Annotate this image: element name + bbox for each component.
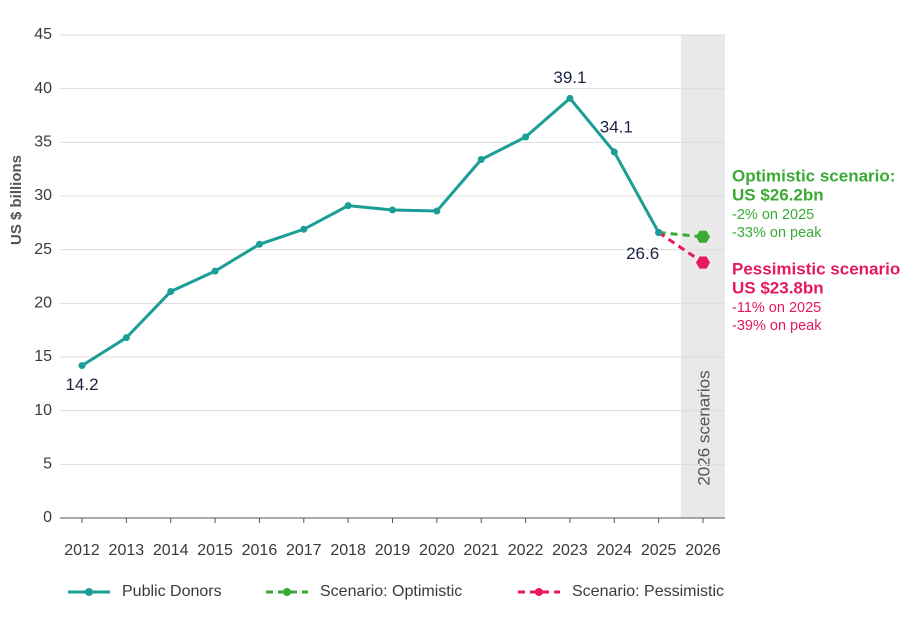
y-tick-label: 10 bbox=[34, 402, 52, 419]
y-tick-label: 40 bbox=[34, 80, 52, 97]
scenario-band bbox=[680, 35, 725, 518]
data-label: 34.1 bbox=[600, 117, 633, 136]
x-tick-label: 2012 bbox=[64, 542, 100, 559]
scenario-marker bbox=[696, 230, 710, 243]
x-tick-label: 2013 bbox=[109, 542, 145, 559]
legend-marker bbox=[283, 588, 291, 596]
x-tick-label: 2014 bbox=[153, 542, 189, 559]
annotation-title: US $26.2bn bbox=[732, 185, 824, 204]
point bbox=[122, 334, 130, 342]
legend-marker bbox=[85, 588, 93, 596]
y-tick-label: 20 bbox=[34, 295, 52, 312]
x-tick-label: 2026 bbox=[685, 542, 721, 559]
point bbox=[566, 94, 574, 102]
annotation-title: Pessimistic scenario: bbox=[732, 259, 900, 278]
x-tick-label: 2015 bbox=[197, 542, 233, 559]
legend-marker bbox=[535, 588, 543, 596]
point bbox=[433, 207, 441, 215]
y-tick-label: 25 bbox=[34, 241, 52, 258]
y-tick-label: 30 bbox=[34, 187, 52, 204]
data-label: 26.6 bbox=[626, 244, 659, 263]
legend-label: Scenario: Pessimistic bbox=[572, 583, 724, 600]
x-tick-label: 2018 bbox=[330, 542, 366, 559]
point bbox=[167, 288, 175, 296]
point bbox=[655, 228, 663, 236]
point bbox=[344, 202, 352, 210]
x-tick-label: 2020 bbox=[419, 542, 455, 559]
region-label: 2026 scenarios bbox=[694, 370, 713, 485]
point bbox=[78, 362, 86, 370]
y-tick-label: 35 bbox=[34, 134, 52, 151]
annotation-text: -39% on peak bbox=[732, 318, 822, 334]
point bbox=[477, 156, 485, 164]
data-label: 14.2 bbox=[65, 375, 98, 394]
y-axis-title: US $ billions bbox=[8, 155, 25, 245]
annotation-title: US $23.8bn bbox=[732, 278, 824, 297]
x-tick-label: 2022 bbox=[508, 542, 544, 559]
y-tick-label: 0 bbox=[43, 509, 52, 526]
x-tick-label: 2019 bbox=[375, 542, 411, 559]
x-tick-label: 2025 bbox=[641, 542, 677, 559]
x-tick-label: 2024 bbox=[596, 542, 632, 559]
series-line bbox=[657, 231, 704, 264]
legend-label: Public Donors bbox=[122, 583, 222, 600]
y-tick-label: 15 bbox=[34, 348, 52, 365]
annotation-text: -11% on 2025 bbox=[732, 300, 821, 316]
point bbox=[255, 240, 263, 248]
annotation-text: -33% on peak bbox=[732, 225, 822, 241]
x-tick-label: 2021 bbox=[463, 542, 499, 559]
x-tick-label: 2023 bbox=[552, 542, 588, 559]
point bbox=[211, 267, 219, 275]
legend-label: Scenario: Optimistic bbox=[320, 583, 462, 600]
data-label: 39.1 bbox=[553, 68, 586, 87]
y-tick-label: 5 bbox=[43, 456, 52, 473]
point bbox=[610, 148, 618, 156]
point bbox=[389, 206, 396, 214]
x-tick-label: 2017 bbox=[286, 542, 322, 559]
series-line bbox=[81, 96, 660, 367]
annotation-title: Optimistic scenario: bbox=[732, 166, 895, 185]
series-line bbox=[658, 230, 704, 239]
annotation-text: -2% on 2025 bbox=[732, 207, 814, 223]
scenario-marker bbox=[696, 256, 710, 269]
point bbox=[522, 133, 530, 141]
y-tick-label: 45 bbox=[34, 26, 52, 43]
x-tick-label: 2016 bbox=[242, 542, 278, 559]
point bbox=[300, 225, 308, 233]
